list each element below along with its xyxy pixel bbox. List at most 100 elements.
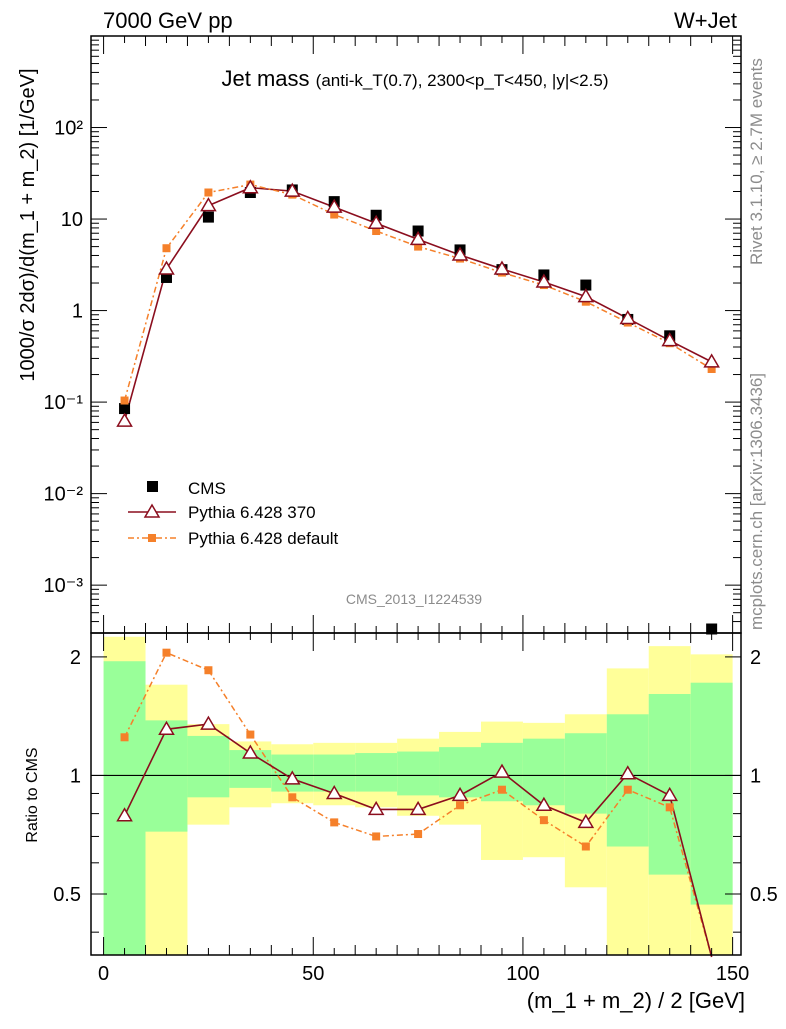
band-inner-bin: [355, 753, 398, 792]
band-inner-bin: [564, 733, 607, 814]
analysis-id: CMS_2013_I1224539: [346, 591, 482, 607]
x-tick-label: 150: [716, 963, 749, 985]
ratio-y-tick-label-left: 0.5: [53, 884, 81, 906]
legend-label-cms: CMS: [188, 479, 226, 498]
legend-item-cms: CMS: [147, 479, 226, 498]
ratio-point-pythiadef: [288, 793, 297, 802]
ratio-point-pythiadef: [414, 830, 423, 839]
point-cms: [119, 403, 131, 415]
legend-label-pythia370: Pythia 6.428 370: [188, 503, 316, 522]
legend-marker-cms: [147, 481, 158, 492]
rivet-label: Rivet 3.1.10, ≥ 2.7M events: [747, 58, 766, 265]
legend-item-pythia370: Pythia 6.428 370: [128, 503, 316, 522]
point-pythia370: [661, 332, 679, 347]
ratio-point-pythiadef: [204, 666, 213, 675]
ratio-y-axis-label: Ratio to CMS: [24, 747, 41, 842]
ratio-point-pythiadef: [162, 648, 171, 657]
ratio-bands: [103, 636, 733, 955]
main-y-tick-label: 10⁻¹: [44, 392, 84, 414]
main-y-axis-label: 1000/σ 2dσ)/d(m_1 + m_2) [1/GeV]: [17, 68, 39, 381]
ratio-point-pythia370: [619, 765, 637, 780]
ratio-point-pythiadef: [665, 803, 674, 812]
legend-item-pythiadef: Pythia 6.428 default: [128, 529, 339, 548]
ratio-point-pythiadef: [623, 785, 632, 794]
ratio-point-pythia370: [451, 786, 469, 802]
x-axis-label: (m_1 + m_2) / 2 [GeV]: [527, 988, 745, 1013]
ratio-point-pythia370: [577, 813, 595, 829]
ratio-point-pythia370: [242, 744, 259, 759]
ratio-y-tick-label-right: 1: [750, 765, 761, 787]
point-pythiadef: [204, 188, 213, 197]
ratio-frame: [90, 632, 742, 956]
point-pythiadef: [120, 396, 129, 405]
ratio-point-pythiadef: [246, 730, 255, 739]
band-inner-bin: [690, 682, 733, 905]
ratio-point-pythia370: [325, 784, 343, 800]
main-y-tick-label: 10: [61, 209, 83, 231]
mcplots-label: mcplots.cern.ch [arXiv:1306.3436]: [747, 373, 766, 630]
point-pythia370: [242, 179, 259, 194]
ratio-y-tick-label-left: 2: [70, 647, 81, 669]
point-pythia370: [409, 230, 427, 246]
legend-marker-pythia370: [143, 503, 161, 518]
ratio-y-tick-label-right: 0.5: [750, 884, 778, 906]
ratio-point-pythia370: [116, 807, 133, 822]
main-y-tick-label: 10²: [54, 118, 83, 140]
point-pythiadef: [372, 227, 381, 236]
point-pythiadef: [162, 244, 171, 253]
series-line-pythia370: [123, 186, 713, 422]
band-inner-bin: [606, 714, 649, 847]
point-cms: [160, 271, 172, 283]
point-pythia370: [283, 182, 301, 197]
main-y-tick-label: 10⁻³: [44, 575, 84, 597]
legend-marker-pythiadef: [148, 534, 156, 542]
legend-label-pythiadef: Pythia 6.428 default: [188, 529, 339, 548]
point-pythiadef: [707, 364, 716, 373]
band-inner-bin: [522, 738, 565, 806]
band-inner-bin: [187, 735, 230, 798]
ratio-point-pythia370: [200, 715, 217, 730]
energy-label: 7000 GeV pp: [103, 8, 233, 33]
main-y-tick-label: 10⁻²: [44, 484, 84, 506]
ratio-point-pythiadef: [456, 801, 465, 810]
point-pythia370: [619, 309, 637, 325]
point-pythia370: [116, 412, 133, 427]
point-pythia370: [451, 246, 469, 261]
ratio-point-pythiadef: [497, 785, 506, 794]
ratio-point-pythiadef: [372, 832, 381, 841]
ratio-point-pythiadef: [581, 842, 590, 851]
ratio-point-pythia370: [535, 796, 553, 812]
point-pythia370: [703, 353, 720, 368]
main-series: [116, 179, 720, 635]
process-label: W+Jet: [674, 8, 737, 33]
point-pythia370: [577, 288, 595, 303]
main-panel: Jet mass (anti-k_T(0.7), 2300<p_T<450, |…: [17, 35, 742, 635]
legend: CMS Pythia 6.428 370 Pythia 6.428 defaul…: [128, 479, 339, 548]
x-tick-label: 100: [506, 963, 539, 985]
ratio-point-pythia370: [493, 763, 511, 778]
ratio-point-pythiadef: [120, 733, 129, 742]
x-tick-label: 0: [98, 963, 109, 985]
main-y-tick-label: 1: [72, 301, 83, 323]
ratio-point-pythiadef: [330, 818, 339, 827]
ratio-y-tick-label-left: 1: [70, 765, 81, 787]
ratio-point-pythiadef: [539, 816, 548, 825]
point-pythia370: [158, 260, 175, 275]
point-pythia370: [325, 198, 343, 213]
ratio-point-pythia370: [661, 786, 679, 802]
ratio-point-pythia370: [158, 720, 175, 736]
ratio-panel: 0.5 0.5 1 1 2 2 0 50 100 150 Ratio to CMS (m_1 + …: [24, 632, 778, 1013]
ratio-point-pythia370: [409, 800, 427, 816]
point-pythia370: [493, 260, 511, 275]
ratio-ticks: 0.5 0.5 1 1 2 2 0 50 100 150: [53, 633, 778, 985]
point-pythiadef: [414, 242, 423, 251]
point-pythia370: [367, 214, 385, 229]
band-inner-bin: [397, 751, 440, 796]
ratio-series: [116, 648, 713, 958]
ratio-point-pythia370: [283, 770, 301, 785]
ratio-y-tick-label-right: 2: [750, 647, 761, 669]
point-cms: [706, 623, 718, 635]
point-pythia370: [535, 273, 553, 288]
band-inner-bin: [648, 694, 691, 875]
